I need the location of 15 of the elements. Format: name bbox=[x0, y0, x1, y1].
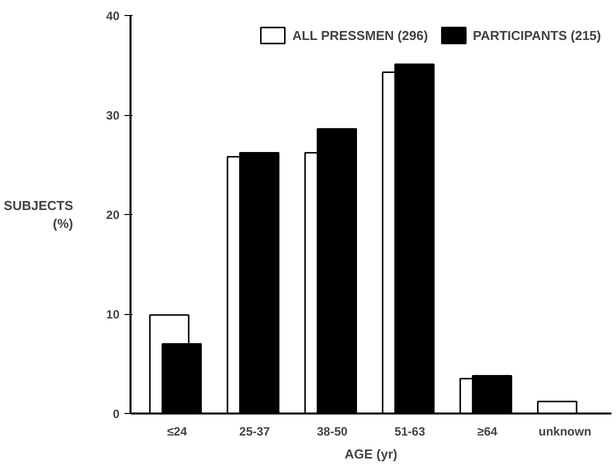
x-tick-label: 25-37 bbox=[239, 424, 270, 438]
legend-label: PARTICIPANTS (215) bbox=[472, 28, 601, 42]
y-tick-label: 20 bbox=[106, 208, 120, 222]
y-tick-label: 30 bbox=[106, 108, 120, 122]
legend-label: ALL PRESSMEN (296) bbox=[292, 28, 428, 42]
x-axis-title: AGE (yr) bbox=[344, 446, 398, 462]
x-tick-label: 51-63 bbox=[394, 424, 426, 438]
x-tick-label: ≤24 bbox=[167, 424, 188, 438]
y-tick-label: 10 bbox=[106, 308, 120, 322]
x-tick-label: 38-50 bbox=[316, 424, 348, 438]
y-axis-title: SUBJECTS (%) bbox=[4, 198, 74, 231]
y-tick-label: 0 bbox=[112, 407, 120, 421]
x-tick-label: unknown bbox=[538, 424, 592, 438]
x-tick-label: ≥64 bbox=[477, 424, 498, 438]
y-tick-label: 40 bbox=[106, 9, 120, 23]
